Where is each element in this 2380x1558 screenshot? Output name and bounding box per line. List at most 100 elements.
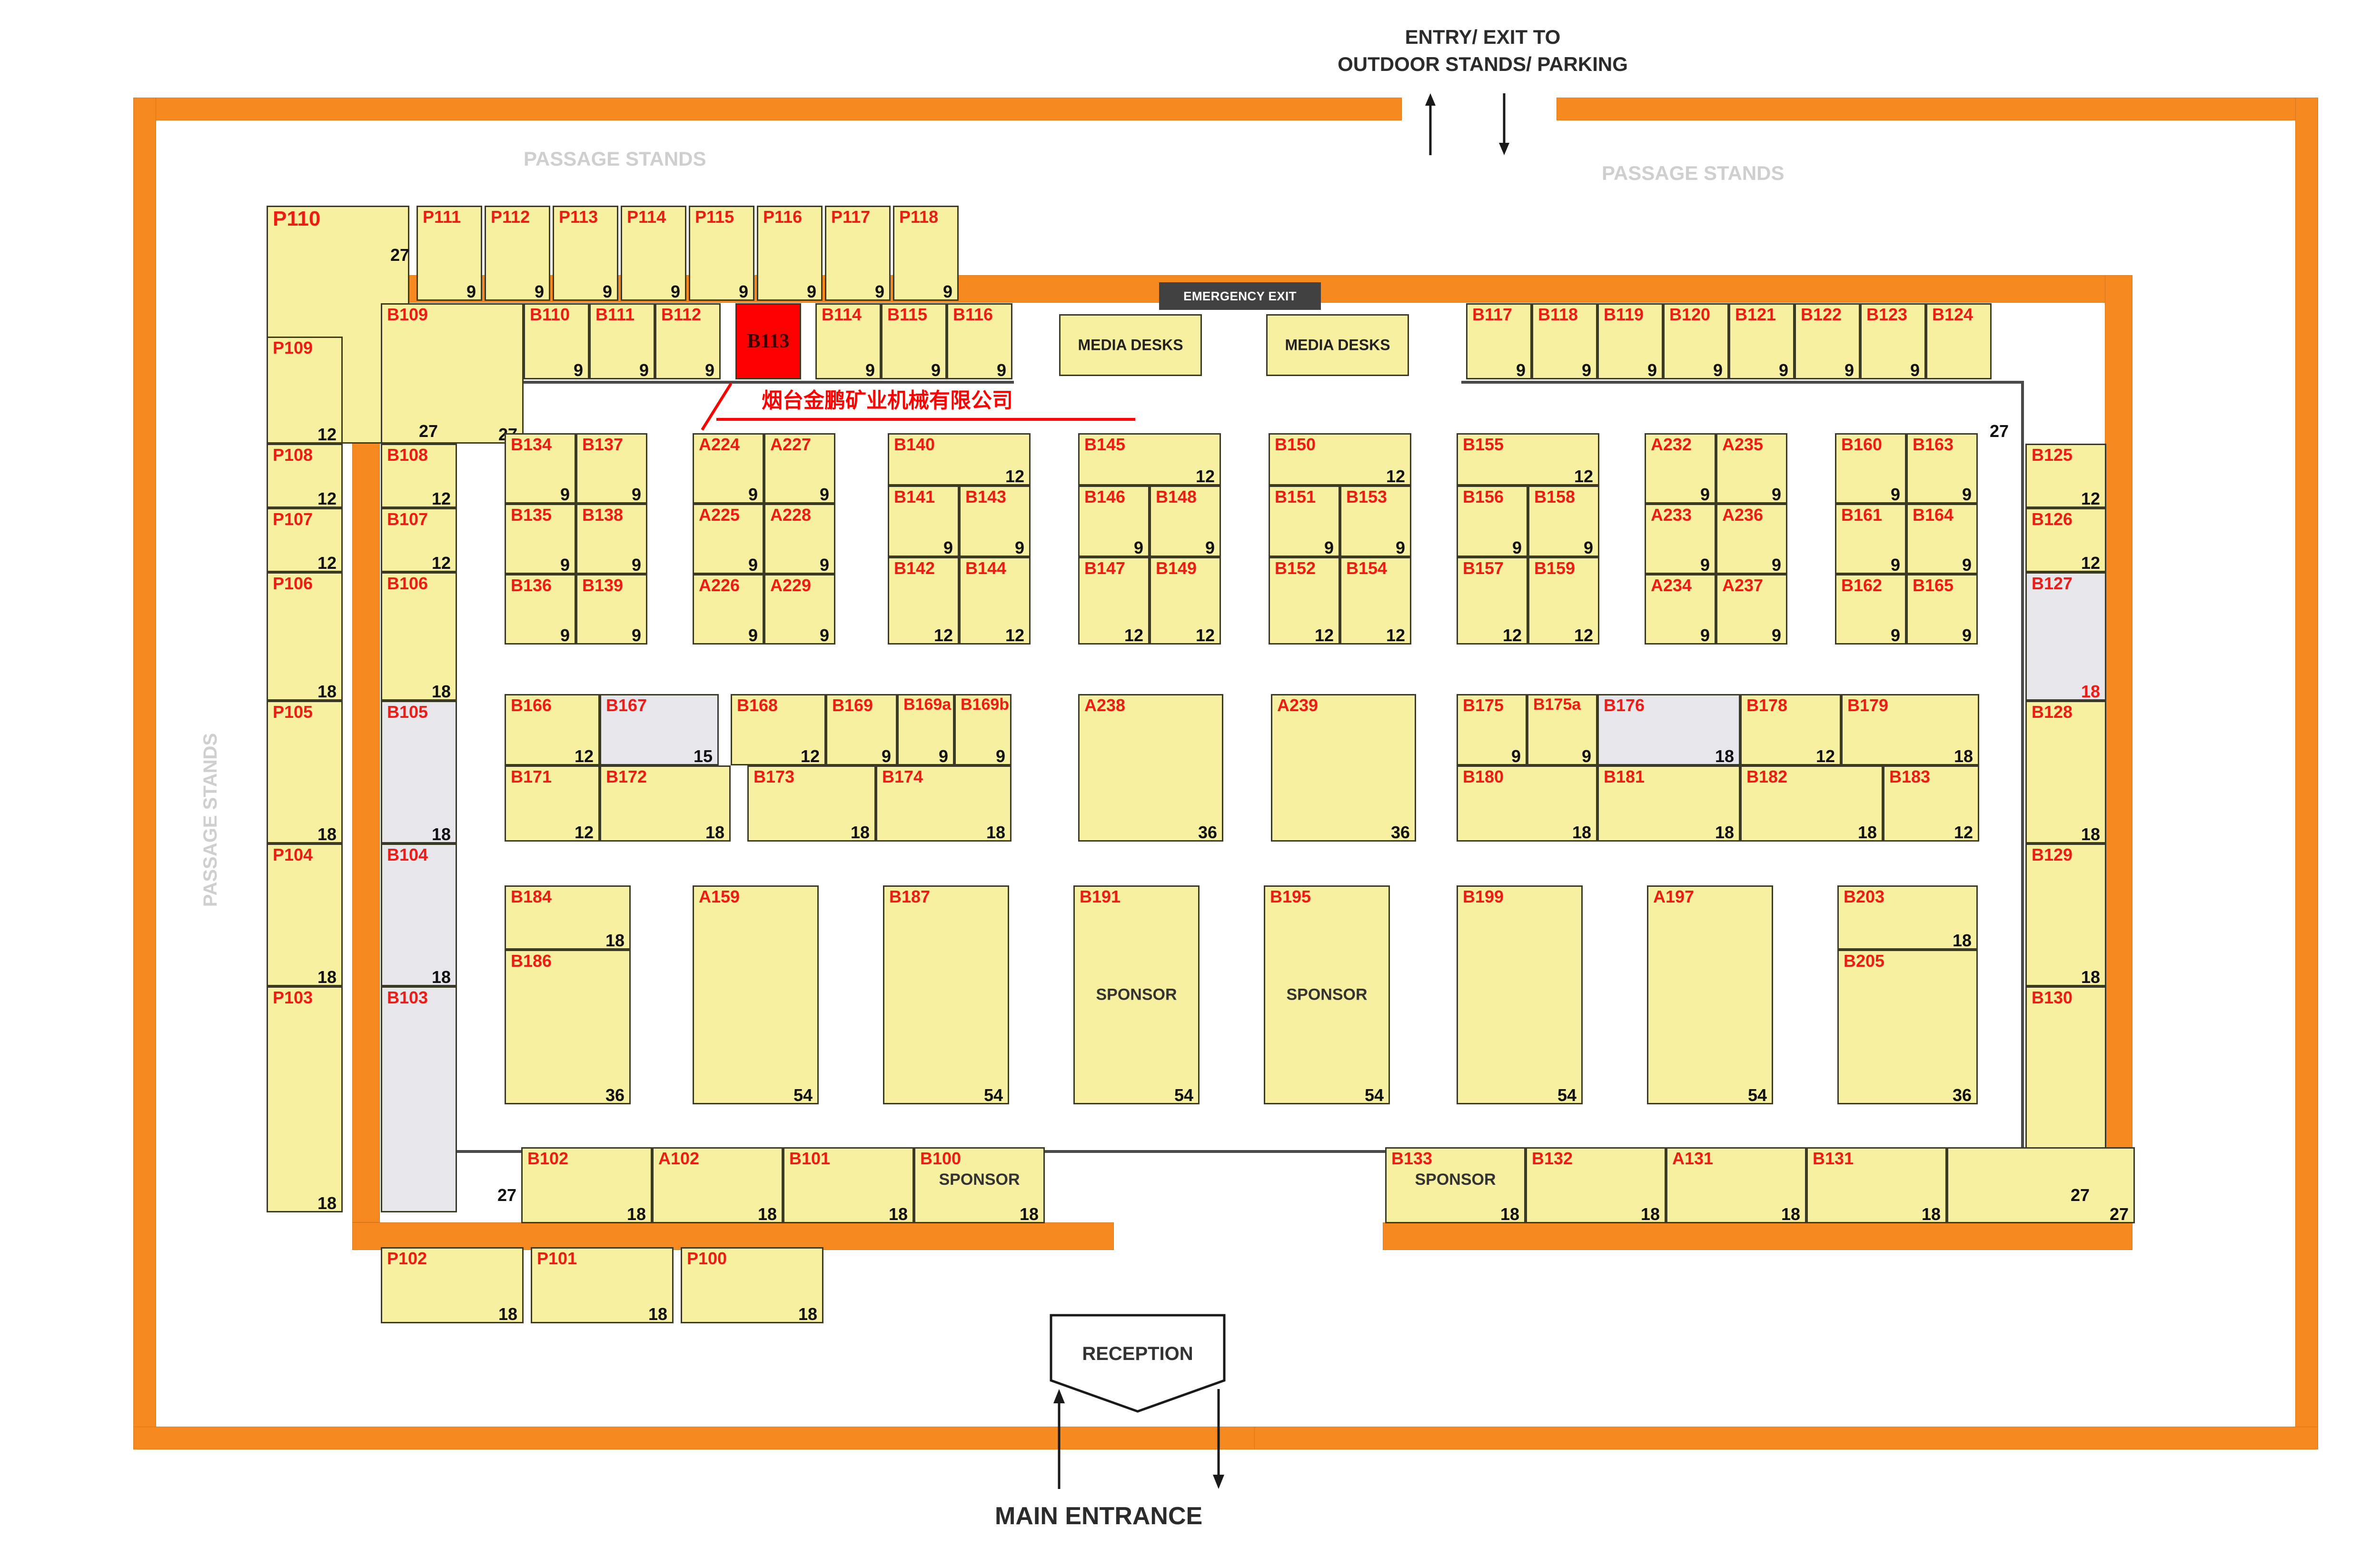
stand-b150[interactable]: B150 12: [1269, 433, 1411, 486]
stand-b111[interactable]: B111 9: [589, 303, 655, 379]
stand-a131[interactable]: A131 18: [1666, 1147, 1806, 1223]
stand-b120[interactable]: B120 9: [1663, 303, 1729, 379]
stand-b118[interactable]: B118 9: [1532, 303, 1597, 379]
stand-b115[interactable]: B115 9: [881, 303, 947, 379]
stand-a232[interactable]: A232 9: [1645, 433, 1716, 504]
stand-p112[interactable]: P112 9: [485, 206, 550, 301]
stand-b181[interactable]: B181 18: [1597, 765, 1740, 842]
stand-b183[interactable]: B183 12: [1883, 765, 1979, 842]
stand-b154[interactable]: B154 12: [1340, 557, 1411, 645]
stand-b156[interactable]: B156 9: [1457, 486, 1528, 557]
stand-b178[interactable]: B178 12: [1740, 694, 1841, 765]
stand-b179[interactable]: B179 18: [1841, 694, 1979, 765]
stand-b121[interactable]: B121 9: [1729, 303, 1795, 379]
stand-b117[interactable]: B117 9: [1466, 303, 1532, 379]
stand-b123[interactable]: B123 9: [1860, 303, 1926, 379]
stand-b112[interactable]: B112 9: [655, 303, 721, 379]
stand-a237[interactable]: A237 9: [1716, 574, 1787, 645]
stand-b159[interactable]: B159 12: [1528, 557, 1599, 645]
stand-b169b[interactable]: B169b 9: [954, 694, 1012, 765]
stand-b140[interactable]: B140 12: [888, 433, 1031, 486]
stand-b186[interactable]: B186 36: [505, 950, 631, 1104]
stand-b135[interactable]: B135 9: [505, 504, 576, 574]
stand-b122[interactable]: B122 9: [1795, 303, 1860, 379]
stand-b164[interactable]: B164 9: [1906, 504, 1978, 574]
stand-p106[interactable]: P106 18: [267, 572, 343, 701]
stand-b160[interactable]: B160 9: [1835, 433, 1906, 504]
stand-b199[interactable]: B199 54: [1457, 885, 1583, 1104]
stand-b108[interactable]: B108 12: [381, 444, 457, 508]
stand-b149[interactable]: B149 12: [1150, 557, 1221, 645]
stand-b142[interactable]: B142 12: [888, 557, 959, 645]
stand-b105[interactable]: B105 18: [381, 701, 457, 844]
stand-b175a[interactable]: B175a 9: [1527, 694, 1597, 765]
stand-b148[interactable]: B148 9: [1150, 486, 1221, 557]
stand-b127[interactable]: B127 18: [2025, 572, 2106, 701]
stand-a228[interactable]: A228 9: [764, 504, 835, 574]
stand-p102[interactable]: P102 18: [381, 1247, 524, 1323]
stand-b104[interactable]: B104 18: [381, 844, 457, 986]
stand-b180[interactable]: B180 18: [1457, 765, 1597, 842]
stand-b162[interactable]: B162 9: [1835, 574, 1906, 645]
stand-b137[interactable]: B137 9: [576, 433, 647, 504]
stand-b182[interactable]: B182 18: [1740, 765, 1883, 842]
stand-a235[interactable]: A235 9: [1716, 433, 1787, 504]
stand-b141[interactable]: B141 9: [888, 486, 959, 557]
stand-p103[interactable]: P103 18: [267, 986, 343, 1212]
stand-a239[interactable]: A239 36: [1271, 694, 1416, 842]
stand-a238[interactable]: A238 36: [1078, 694, 1223, 842]
stand-b128[interactable]: B128 18: [2025, 701, 2106, 844]
stand-b151[interactable]: B151 9: [1269, 486, 1340, 557]
stand-b129[interactable]: B129 18: [2025, 844, 2106, 986]
stand-b136[interactable]: B136 9: [505, 574, 576, 645]
stand-b124[interactable]: B124: [1926, 303, 1992, 379]
stand-p107[interactable]: P107 12: [267, 508, 343, 572]
stand-b157[interactable]: B157 12: [1457, 557, 1528, 645]
stand-a233[interactable]: A233 9: [1645, 504, 1716, 574]
stand-p117[interactable]: P117 9: [825, 206, 891, 301]
stand-b109[interactable]: B109 27: [381, 303, 524, 444]
stand-b100[interactable]: B100 18 SPONSOR: [914, 1147, 1045, 1223]
stand-b146[interactable]: B146 9: [1078, 486, 1150, 557]
stand-b143[interactable]: B143 9: [959, 486, 1031, 557]
stand-b113[interactable]: B113: [735, 303, 801, 379]
stand-b147[interactable]: B147 12: [1078, 557, 1150, 645]
stand-a102[interactable]: A102 18: [652, 1147, 783, 1223]
stand-a229[interactable]: A229 9: [764, 574, 835, 645]
stand-b165[interactable]: B165 9: [1906, 574, 1978, 645]
stand-b110[interactable]: B110 9: [524, 303, 589, 379]
stand-p114[interactable]: P114 9: [621, 206, 686, 301]
stand-p115[interactable]: P115 9: [689, 206, 754, 301]
stand-b106[interactable]: B106 18: [381, 572, 457, 701]
stand-a226[interactable]: A226 9: [693, 574, 764, 645]
stand-p118[interactable]: P118 9: [893, 206, 959, 301]
stand-b139[interactable]: B139 9: [576, 574, 647, 645]
stand-b169[interactable]: B169 9: [826, 694, 897, 765]
stand-p108[interactable]: P108 12: [267, 444, 343, 508]
stand-b101[interactable]: B101 18: [783, 1147, 914, 1223]
stand-b191[interactable]: B191 54 SPONSOR: [1073, 885, 1200, 1104]
stand-b133[interactable]: B133 18 SPONSOR: [1385, 1147, 1526, 1223]
stand-a236[interactable]: A236 9: [1716, 504, 1787, 574]
stand-a224[interactable]: A224 9: [693, 433, 764, 504]
stand-p113[interactable]: P113 9: [553, 206, 618, 301]
stand-b167[interactable]: B167 15: [600, 694, 719, 765]
stand-b203[interactable]: B203 18: [1837, 885, 1978, 950]
stand-b132[interactable]: B132 18: [1526, 1147, 1666, 1223]
stand-a234[interactable]: A234 9: [1645, 574, 1716, 645]
stand-p104[interactable]: P104 18: [267, 844, 343, 986]
stand-p111[interactable]: P111 9: [416, 206, 482, 301]
stand-b155[interactable]: B155 12: [1457, 433, 1599, 486]
stand-a159[interactable]: A159 54: [693, 885, 819, 1104]
stand-b166[interactable]: B166 12: [505, 694, 600, 765]
stand-b114[interactable]: B114 9: [815, 303, 881, 379]
stand-b187[interactable]: B187 54: [883, 885, 1009, 1104]
stand-p101[interactable]: P101 18: [531, 1247, 674, 1323]
stand-b102[interactable]: B102 18: [521, 1147, 652, 1223]
stand-b107[interactable]: B107 12: [381, 508, 457, 572]
stand-b158[interactable]: B158 9: [1528, 486, 1599, 557]
stand-b184[interactable]: B184 18: [505, 885, 631, 950]
stand-b119[interactable]: B119 9: [1597, 303, 1663, 379]
stand-a197[interactable]: A197 54: [1647, 885, 1773, 1104]
stand-b168[interactable]: B168 12: [731, 694, 826, 765]
